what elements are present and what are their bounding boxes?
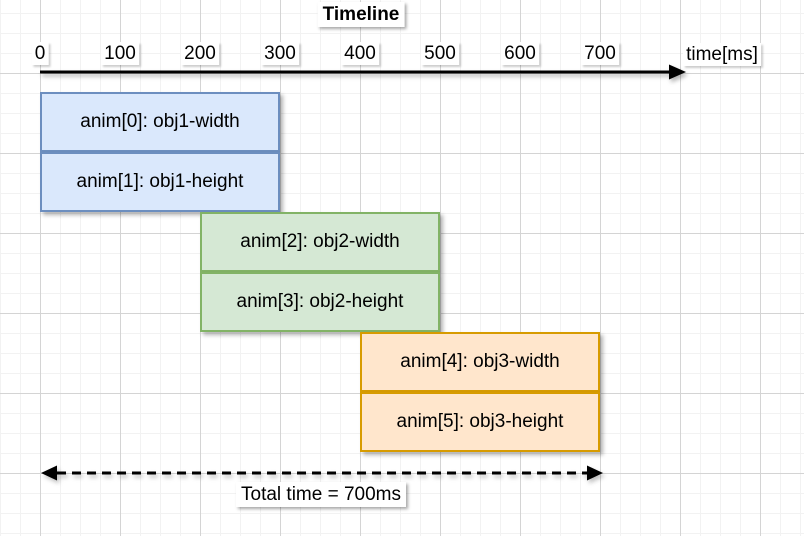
total-time-arrow bbox=[41, 465, 603, 481]
axis-tick-label: 100 bbox=[101, 42, 139, 65]
diagram-title: Timeline bbox=[317, 2, 405, 27]
axis-tick-label: 700 bbox=[581, 42, 619, 65]
total-arrow-right-arrowhead-icon bbox=[587, 465, 603, 481]
animation-bar-obj1-height[interactable]: anim[1]: obj1-height bbox=[40, 152, 280, 212]
axis-tick-label: 400 bbox=[341, 42, 379, 65]
total-arrow-left-arrowhead-icon bbox=[41, 465, 57, 481]
axis-tick-label: 500 bbox=[421, 42, 459, 65]
time-axis-arrowhead-icon bbox=[669, 64, 686, 80]
time-axis bbox=[40, 64, 686, 80]
total-time-label: Total time = 700ms bbox=[236, 482, 406, 507]
animation-bar-obj3-height[interactable]: anim[5]: obj3-height bbox=[360, 392, 600, 452]
animation-bar-obj2-width[interactable]: anim[2]: obj2-width bbox=[200, 212, 440, 272]
axis-tick-label: 300 bbox=[261, 42, 299, 65]
axis-tick-label: 0 bbox=[31, 42, 49, 65]
animation-bar-obj1-width[interactable]: anim[0]: obj1-width bbox=[40, 92, 280, 152]
animation-bar-obj2-height[interactable]: anim[3]: obj2-height bbox=[200, 272, 440, 332]
axis-tick-label: 600 bbox=[501, 42, 539, 65]
animation-bar-obj3-width[interactable]: anim[4]: obj3-width bbox=[360, 332, 600, 392]
axis-tick-label: 200 bbox=[181, 42, 219, 65]
axis-unit-label: time[ms] bbox=[683, 43, 761, 66]
